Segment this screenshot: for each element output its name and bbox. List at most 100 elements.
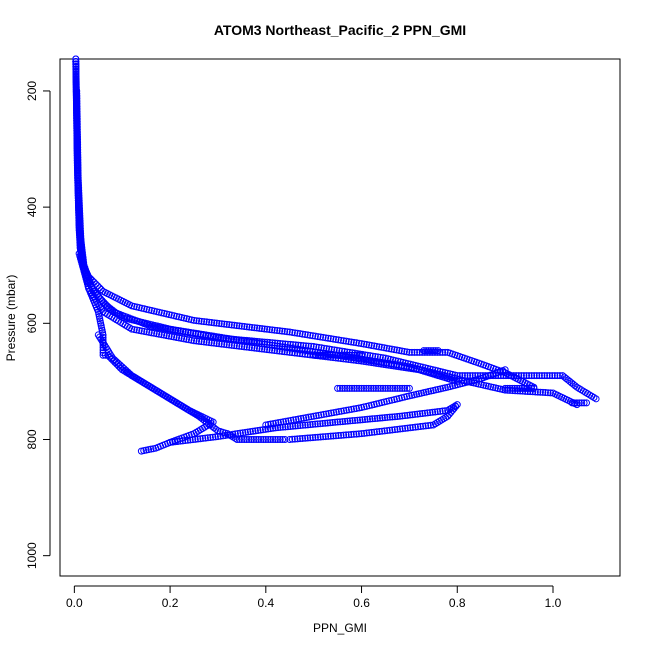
data-point xyxy=(274,435,282,443)
data-point xyxy=(256,345,264,353)
data-point xyxy=(510,372,518,380)
y-tick-label: 1000 xyxy=(25,542,39,569)
data-point xyxy=(253,324,261,332)
data-point xyxy=(314,433,322,441)
x-axis: 0.0 0.2 0.4 0.6 0.8 1.0 xyxy=(66,585,562,610)
data-point xyxy=(281,435,289,443)
data-point xyxy=(314,420,322,428)
data-point xyxy=(390,362,398,370)
data-point xyxy=(174,437,182,445)
data-point xyxy=(504,384,512,392)
data-point xyxy=(220,340,228,348)
data-point xyxy=(187,329,195,337)
data-point xyxy=(309,420,317,428)
data-point xyxy=(176,437,184,445)
data-point xyxy=(533,372,541,380)
data-point xyxy=(506,384,514,392)
data-point xyxy=(219,432,227,440)
data-point xyxy=(345,338,353,346)
data-point xyxy=(333,346,341,354)
data-point xyxy=(363,358,371,366)
data-point xyxy=(304,331,312,339)
data-point xyxy=(171,438,179,446)
data-point xyxy=(74,166,82,174)
data-point xyxy=(411,410,419,418)
data-point xyxy=(571,399,579,407)
data-point xyxy=(213,319,221,327)
data-point xyxy=(307,342,315,350)
data-point xyxy=(252,435,260,443)
data-point xyxy=(276,339,284,347)
data-point xyxy=(288,349,296,357)
data-point xyxy=(73,100,81,108)
data-point xyxy=(76,207,84,215)
data-point xyxy=(208,339,216,347)
data-point xyxy=(527,384,535,392)
data-point xyxy=(74,154,82,162)
data-point xyxy=(297,415,305,423)
data-point xyxy=(342,355,350,363)
data-point xyxy=(436,407,444,415)
data-point xyxy=(74,136,82,144)
data-point xyxy=(355,339,363,347)
data-point xyxy=(273,339,281,347)
data-point xyxy=(441,348,449,356)
data-point xyxy=(128,325,136,333)
data-point xyxy=(180,335,188,343)
data-point xyxy=(368,359,376,367)
data-point xyxy=(72,63,80,71)
data-point xyxy=(233,322,241,330)
data-point xyxy=(240,343,248,351)
data-point xyxy=(255,435,263,443)
data-point xyxy=(373,342,381,350)
data-point xyxy=(337,407,345,415)
data-point xyxy=(312,343,320,351)
data-point xyxy=(77,232,85,240)
data-point xyxy=(150,329,158,337)
data-point xyxy=(582,399,590,407)
data-point xyxy=(290,416,298,424)
data-point xyxy=(251,427,259,435)
data-point xyxy=(267,420,275,428)
data-point xyxy=(243,435,251,443)
data-point xyxy=(259,435,267,443)
data-point xyxy=(371,353,379,360)
data-point xyxy=(250,344,258,352)
data-point xyxy=(371,415,379,423)
data-point xyxy=(347,431,355,439)
data-point xyxy=(75,194,83,202)
data-point xyxy=(179,437,187,445)
data-point xyxy=(75,197,83,205)
data-point xyxy=(322,410,330,418)
data-point xyxy=(535,372,543,380)
data-point xyxy=(299,342,307,350)
data-point xyxy=(520,384,528,392)
data-point xyxy=(189,436,197,444)
plot-frame xyxy=(59,58,621,577)
data-point xyxy=(525,372,533,380)
data-point xyxy=(73,128,81,136)
data-point xyxy=(301,331,309,339)
data-point xyxy=(338,384,346,392)
data-point xyxy=(434,408,442,416)
data-point xyxy=(194,435,202,443)
data-point xyxy=(201,434,209,442)
data-point xyxy=(413,410,421,418)
data-point xyxy=(365,384,373,392)
data-point xyxy=(425,347,433,355)
data-point xyxy=(256,426,264,434)
data-point xyxy=(234,430,242,438)
data-point xyxy=(74,169,82,177)
data-point xyxy=(116,361,124,369)
data-point xyxy=(221,431,229,439)
data-point xyxy=(258,345,266,353)
data-point xyxy=(386,384,394,392)
data-point xyxy=(393,362,400,370)
data-point xyxy=(329,419,337,427)
data-point xyxy=(541,389,549,397)
data-point xyxy=(317,351,325,359)
data-point xyxy=(296,330,304,338)
data-point xyxy=(202,332,210,340)
data-point xyxy=(429,347,437,355)
data-point xyxy=(203,338,211,346)
